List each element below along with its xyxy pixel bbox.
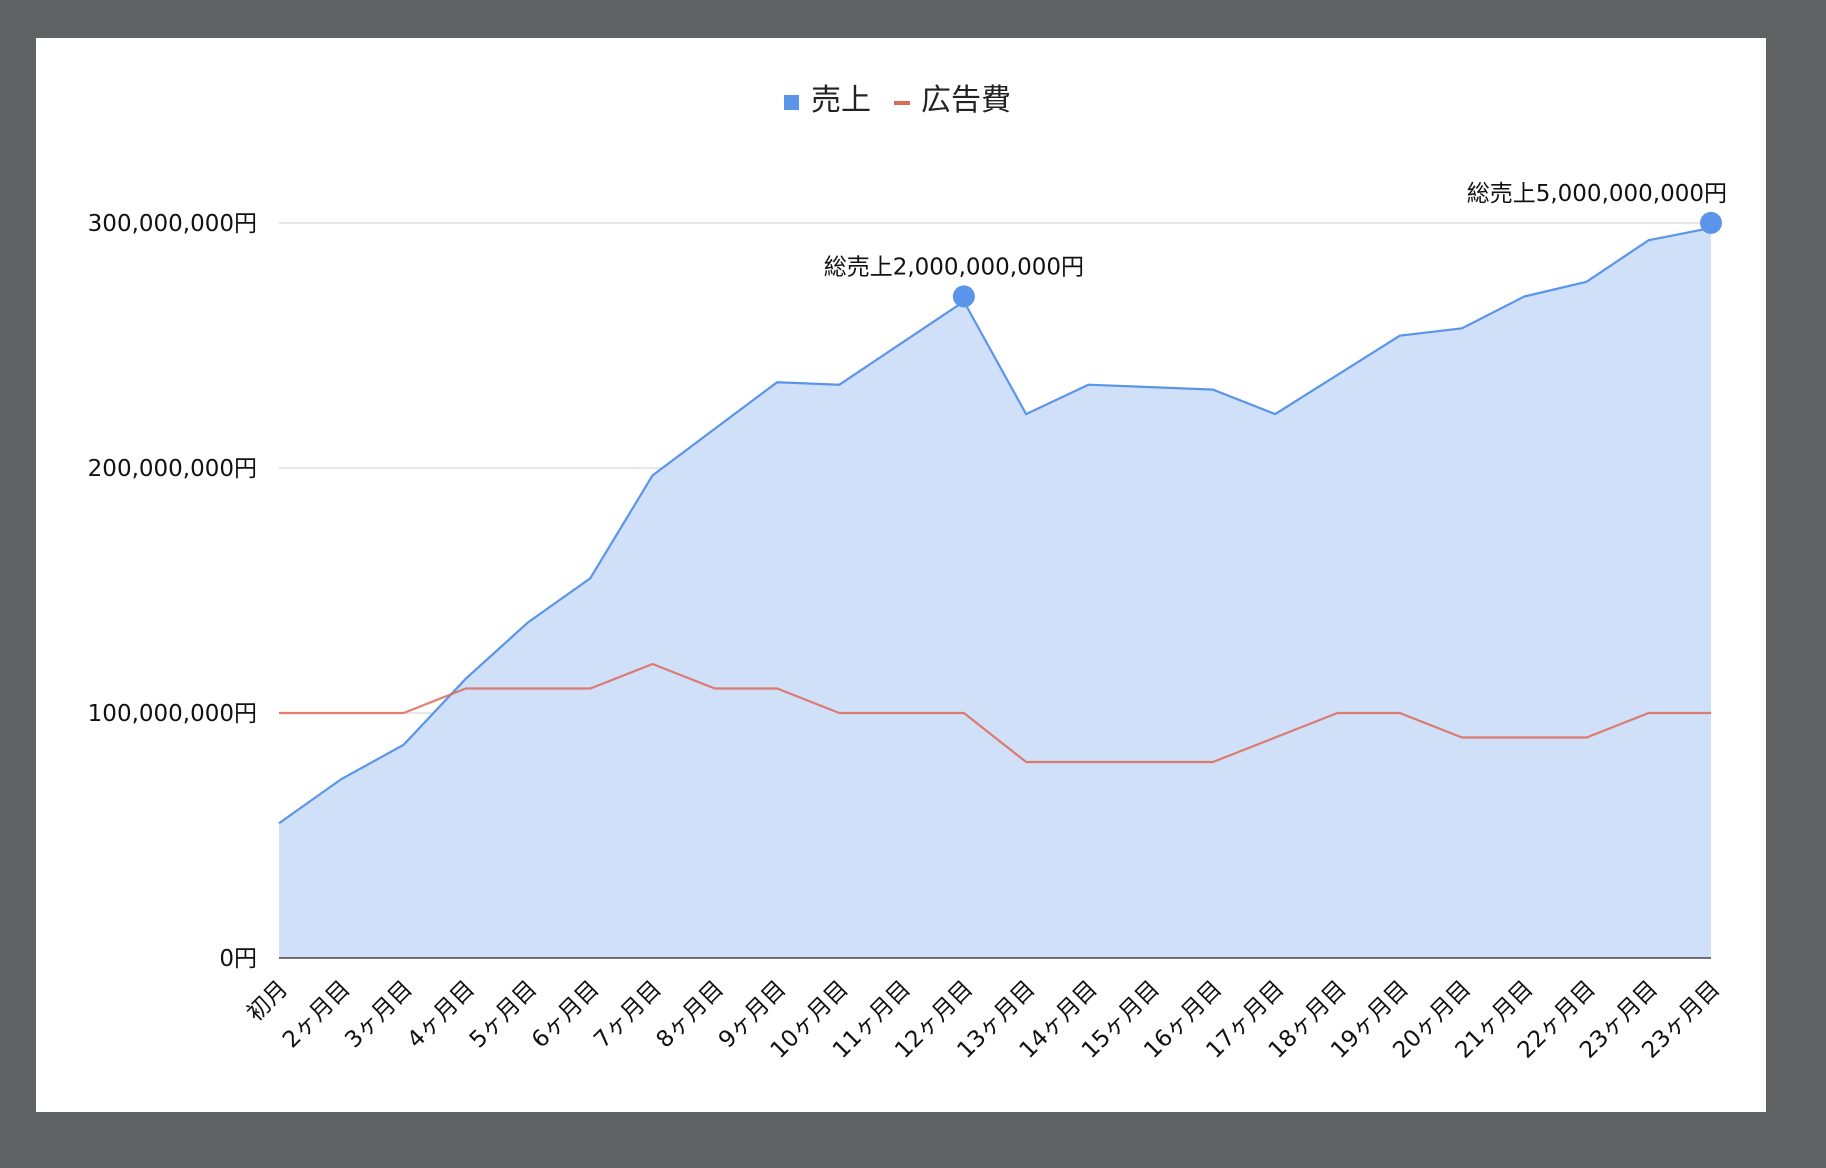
annotations: 総売上2,000,000,000円 総売上5,000,000,000円: [824, 181, 1727, 308]
chart-frame: 売上 広告費 0円 100,000,000円 200,000,000円 300,000,…: [36, 38, 1766, 1112]
sales-area-fill: [279, 227, 1711, 958]
x-tick-label: 2ヶ月目: [278, 976, 356, 1054]
x-tick-label: 8ヶ月目: [652, 976, 730, 1054]
annotation-label: 総売上2,000,000,000円: [824, 254, 1084, 280]
annotation-label: 総売上5,000,000,000円: [1467, 181, 1727, 207]
legend-label-ad-cost: 広告費: [921, 83, 1011, 118]
legend-swatch-sales: [784, 95, 799, 110]
y-tick-label: 0円: [219, 946, 257, 972]
series-area: [278, 226, 1712, 958]
annotation-marker: [952, 285, 975, 308]
legend-label-sales: 売上: [811, 83, 871, 118]
x-tick-label: 6ヶ月目: [527, 976, 605, 1054]
x-tick-label: 5ヶ月目: [465, 976, 543, 1054]
sales-ad-cost-chart: 売上 広告費 0円 100,000,000円 200,000,000円 300,000,…: [88, 83, 1727, 1064]
legend: 売上 広告費: [784, 83, 1011, 118]
y-tick-label: 100,000,000円: [88, 701, 257, 727]
series-line: [278, 662, 1712, 764]
sales-line: [278, 226, 1712, 825]
ad-cost-line: [279, 662, 1711, 764]
legend-swatch-ad-cost: [894, 101, 910, 105]
x-tick-label: 7ヶ月目: [589, 976, 667, 1054]
gridlines: 0円 100,000,000円 200,000,000円 300,000,000円: [88, 211, 1711, 972]
x-tick-label: 初月: [242, 976, 293, 1027]
annotation-marker: [1700, 211, 1722, 234]
y-tick-label: 300,000,000円: [88, 211, 257, 237]
y-tick-label: 200,000,000円: [88, 456, 257, 482]
x-tick-label: 3ヶ月目: [340, 976, 418, 1054]
axes: 初月2ヶ月目3ヶ月目4ヶ月目5ヶ月目6ヶ月目7ヶ月目8ヶ月目9ヶ月目10ヶ月目1…: [242, 957, 1725, 1064]
x-tick-label: 4ヶ月目: [402, 976, 480, 1054]
